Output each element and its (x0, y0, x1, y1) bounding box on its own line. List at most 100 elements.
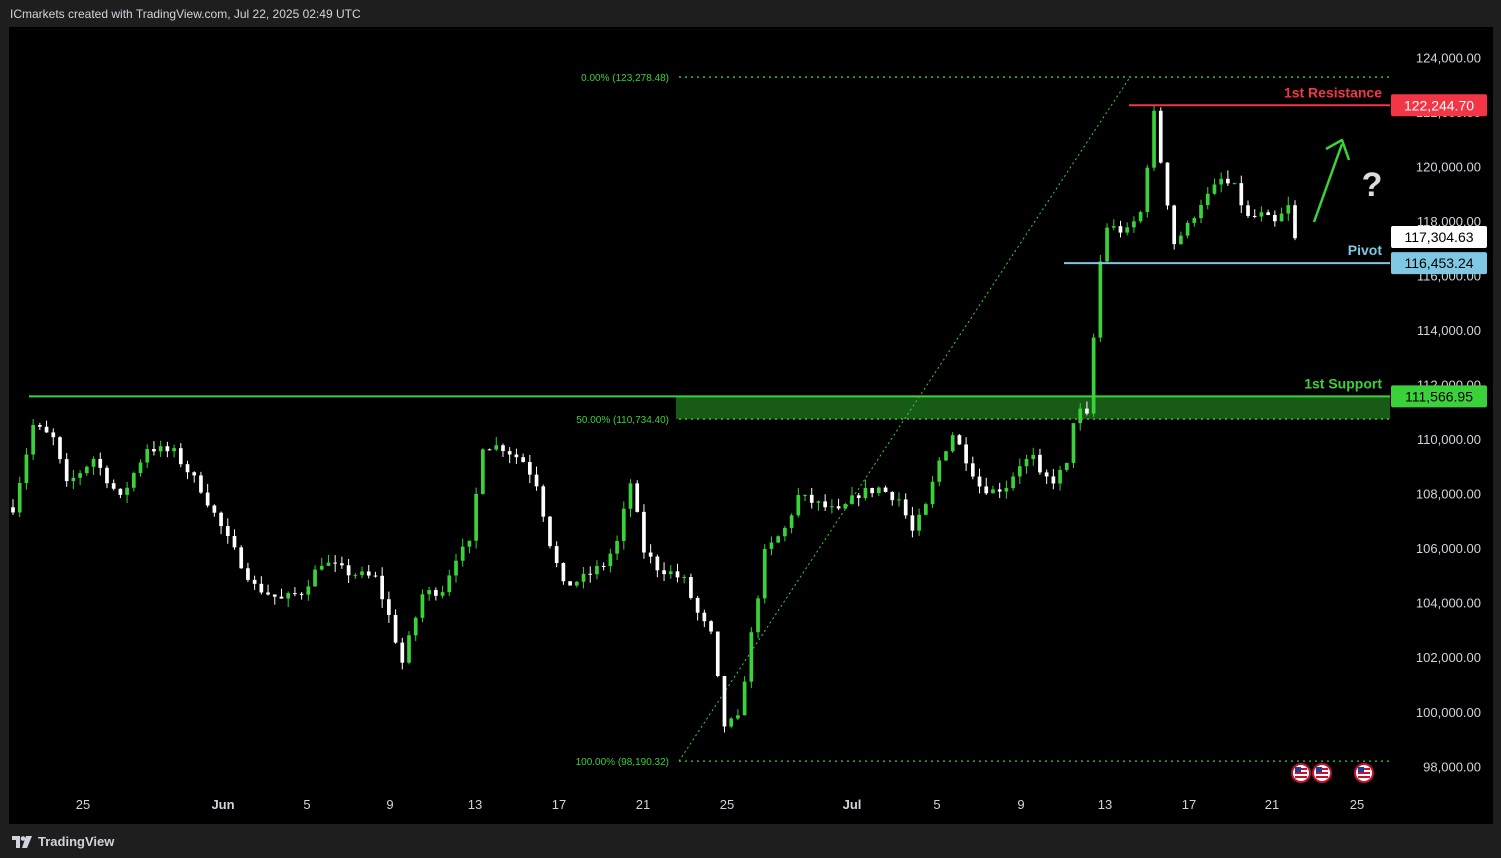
candle-body (1185, 222, 1190, 236)
candle-body (984, 486, 989, 494)
candle-body (682, 577, 687, 579)
candle-body (1024, 459, 1029, 467)
x-tick-label: 13 (468, 797, 482, 812)
candle-body (225, 526, 230, 537)
candle-body (534, 474, 539, 487)
flag-canton (1295, 767, 1301, 772)
x-tick-label: 25 (76, 797, 90, 812)
candle-body (1212, 184, 1217, 194)
candle-body (11, 507, 15, 513)
y-tick-label: 124,000.00 (1416, 50, 1481, 65)
candle-body (259, 583, 264, 593)
y-tick-label: 114,000.00 (1417, 323, 1481, 338)
candle-body (608, 553, 613, 567)
support-zone (676, 396, 1390, 420)
candle-body (1165, 162, 1170, 206)
candle-body (816, 501, 821, 503)
candle-body (1226, 178, 1230, 184)
y-tick-label: 118,000.00 (1417, 214, 1481, 229)
candle-body (1286, 205, 1291, 214)
candle-body (628, 483, 633, 509)
candle-body (31, 425, 35, 455)
pivot-price-tag-bg (1391, 252, 1487, 275)
candle-body (689, 577, 693, 598)
candle-body (333, 562, 338, 564)
flag-stripe (1358, 776, 1370, 778)
candle-body (279, 596, 284, 599)
candle-body (178, 448, 183, 465)
candle-body (809, 494, 814, 503)
candle-body (1031, 454, 1036, 460)
candle-body (581, 573, 586, 582)
candle-body (776, 536, 781, 543)
candle-body (366, 571, 371, 576)
candle-body (507, 451, 512, 455)
candle-body (1138, 212, 1143, 222)
projection-arrow-head (1325, 138, 1351, 161)
candle-body (467, 540, 472, 547)
candle-body (360, 571, 364, 576)
candle-body (1246, 205, 1250, 216)
price-chart[interactable]: 0.00% (123,278.48) 50.00% (110,734.40) 100… (9, 27, 1493, 824)
flag-stripe (1295, 776, 1307, 778)
candle-body (695, 597, 700, 613)
candle-body (762, 548, 767, 599)
x-tick-label: Jul (843, 797, 862, 812)
x-tick-label: 17 (1182, 797, 1196, 812)
candle-body (621, 508, 626, 542)
candle-body (138, 462, 143, 474)
tradingview-logo-icon (12, 835, 32, 848)
candle-body (729, 718, 734, 727)
candle-body (1118, 226, 1123, 233)
candle-body (964, 444, 968, 464)
candle-body (440, 592, 445, 596)
candle-body (937, 460, 942, 482)
candle-body (736, 715, 740, 719)
y-tick-label: 104,000.00 (1416, 596, 1481, 611)
flag-stripe (1316, 772, 1328, 774)
candle-body (447, 575, 452, 593)
candle-body (111, 483, 116, 489)
candle-body (1125, 227, 1130, 233)
y-tick-label: 102,000.00 (1416, 650, 1481, 665)
candle-body (494, 445, 499, 450)
x-tick-label: 25 (720, 797, 734, 812)
candle-body (17, 483, 22, 513)
candle-body (78, 473, 82, 478)
candle-body (843, 504, 848, 509)
candle-body (91, 458, 96, 467)
candle-body (1179, 235, 1183, 245)
candle-body (917, 514, 921, 531)
x-tick-label: 21 (636, 797, 650, 812)
fib-level-label: 0.00% (123,278.48) (581, 73, 669, 84)
candle-body (232, 536, 237, 548)
candle-body (803, 494, 807, 496)
candle-body (1172, 205, 1177, 245)
candle-body (346, 565, 351, 576)
candle-body (668, 571, 673, 575)
flag-stripe (1295, 772, 1307, 774)
candle-body (756, 598, 760, 633)
candle-body (997, 489, 1002, 492)
candle-body (514, 454, 519, 458)
candle-body (642, 511, 646, 553)
candle-body (897, 499, 901, 501)
candle-body (944, 451, 948, 461)
resistance-price-tag: 122,244.70 (1404, 97, 1474, 113)
candle-body (326, 562, 331, 566)
candle-body (454, 560, 458, 576)
candle-body (145, 449, 150, 463)
candle-body (789, 515, 794, 528)
candle-body (1259, 212, 1264, 217)
candle-body (675, 571, 680, 578)
candle-body (434, 590, 438, 596)
y-tick-label: 110,000.00 (1417, 432, 1481, 447)
x-tick-label: Jun (211, 797, 234, 812)
y-tick-label: 98,000.00 (1423, 759, 1481, 774)
candle-body (742, 681, 747, 716)
support-label: 1st Support (1304, 375, 1382, 391)
tradingview-brand[interactable]: TradingView (12, 834, 114, 849)
y-tick-label: 100,000.00 (1416, 705, 1481, 720)
chart-frame[interactable]: 0.00% (123,278.48) 50.00% (110,734.40) 100… (9, 27, 1493, 824)
candle-body (64, 459, 69, 482)
